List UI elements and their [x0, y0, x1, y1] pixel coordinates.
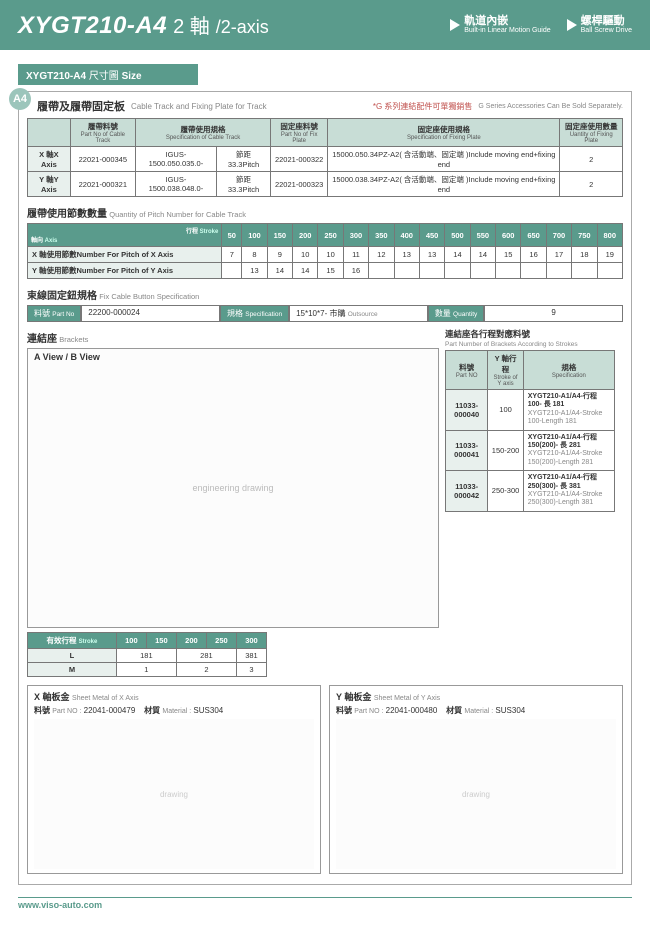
brackets-right: 連結座各行程對應料號 Part Number of Brackets Accor… — [445, 328, 623, 677]
sheet-metal-y: Y 軸板金 Sheet Metal of Y Axis 料號 Part NO :… — [329, 685, 623, 874]
brackets-table-title-zh: 連結座各行程對應料號 — [445, 328, 623, 340]
cable-track-table: 履帶料號Part No of Cable Track 履帶使用規格Specifi… — [27, 118, 623, 197]
feature-linear-guide: 軌道內嵌 Built-in Linear Motion Guide — [450, 15, 550, 35]
cell: 節距 33.3Pitch — [216, 147, 270, 172]
lbl-qty: 數量 Quantity — [428, 305, 484, 322]
cell: 11033-000040 — [446, 390, 488, 431]
cell: 22021-000345 — [70, 147, 135, 172]
cell: 節距 33.3Pitch — [216, 172, 270, 197]
cell: IGUS-1500.038.048.0- — [135, 172, 216, 197]
table-row: 11033-000042 250-300 XYGT210-A1/A4-行程 25… — [446, 471, 615, 512]
pitch-qty-table: 行程 Stroke軸向 Axis501001502002503003504004… — [27, 223, 623, 279]
cell: 15000.050.34PZ-A2( 含活動端、固定端 )Include mov… — [328, 147, 560, 172]
axis-count-en: /2-axis — [216, 17, 269, 38]
sheet-diagram-x: drawing — [34, 719, 314, 869]
feature-ball-screw: 螺桿驅動 Ball Screw Drive — [567, 15, 632, 35]
axis-cell: X 軸X Axis — [28, 147, 71, 172]
section-bar-size: XYGT210-A4 尺寸圖 Size — [18, 64, 198, 85]
cell: XYGT210-A1/A4-行程 150(200)- 長 281XYGT210-… — [523, 430, 614, 471]
cable-track-title-en: Cable Track and Fixing Plate for Track — [131, 102, 267, 111]
brackets-area: 連結座 Brackets A View / B View engineering… — [27, 328, 623, 677]
brackets-diagram: A View / B View engineering drawing — [27, 348, 439, 628]
feature-zh: 螺桿驅動 — [581, 15, 625, 27]
arrow-icon — [567, 19, 577, 31]
product-code: XYGT210-A4 — [18, 12, 167, 40]
content-frame: A4 履帶及履帶固定板 Cable Track and Fixing Plate… — [18, 91, 632, 885]
section-zh: 尺寸圖 — [89, 71, 119, 82]
cell: 150-200 — [488, 430, 523, 471]
col-stroke: Y 軸行程Stroke of Y axis — [488, 351, 523, 390]
sheet-title: Y 軸板金 Sheet Metal of Y Axis — [336, 690, 616, 703]
header-left: XYGT210-A4 2 軸 /2-axis — [18, 10, 269, 40]
col-partno: 履帶料號Part No of Cable Track — [70, 119, 135, 147]
brackets-heading: 連結座 Brackets — [27, 330, 439, 345]
feature-en: Ball Screw Drive — [581, 27, 632, 35]
note-zh: *G 系列連結配件可單獨銷售 — [373, 101, 473, 112]
col-spec: 規格Specification — [523, 351, 614, 390]
fix-cable-heading: 束線固定鈕規格 Fix Cable Button Specification — [27, 287, 623, 302]
sheet-meta: 料號 Part NO : 22041-000480 材質 Material : … — [336, 705, 616, 716]
sheet-metal-row: X 軸板金 Sheet Metal of X Axis 料號 Part NO :… — [27, 685, 623, 874]
lbl-partno: 料號 Part No — [27, 305, 81, 322]
val-spec: 15*10*7- 市購 Outsource — [289, 305, 428, 322]
feature-text: 軌道內嵌 Built-in Linear Motion Guide — [464, 15, 550, 35]
col-fix-spec: 固定座使用規格Specification of Fixing Plate — [328, 119, 560, 147]
cell: 2 — [560, 147, 623, 172]
sheet-metal-x: X 軸板金 Sheet Metal of X Axis 料號 Part NO :… — [27, 685, 321, 874]
cell: 100 — [488, 390, 523, 431]
col-spec: 履帶使用規格Specification of Cable Track — [135, 119, 270, 147]
section-en: Size — [122, 71, 142, 82]
col-fix-partno: 固定座料號Part No of Fix Plate — [271, 119, 328, 147]
cell: IGUS-1500.050.035.0- — [135, 147, 216, 172]
diagram-label: A View / B View — [34, 352, 100, 362]
col-blank — [28, 119, 71, 147]
cell: XYGT210-A1/A4-行程 250(300)- 長 381XYGT210-… — [523, 471, 614, 512]
header-bar: XYGT210-A4 2 軸 /2-axis 軌道內嵌 Built-in Lin… — [0, 0, 650, 50]
page: XYGT210-A4 2 軸 /2-axis 軌道內嵌 Built-in Lin… — [0, 0, 650, 940]
cell: 22021-000322 — [271, 147, 328, 172]
footer-line — [18, 897, 632, 898]
cable-track-title-zh: 履帶及履帶固定板 — [37, 98, 125, 114]
col-part: 料號Part NO — [446, 351, 488, 390]
sheet-diagram-y: drawing — [336, 719, 616, 869]
feature-zh: 軌道內嵌 — [464, 15, 508, 27]
cable-track-title-row: A4 履帶及履帶固定板 Cable Track and Fixing Plate… — [9, 98, 623, 114]
brackets-table-title-en: Part Number of Brackets According to Str… — [445, 341, 623, 348]
axis-cell: Y 軸Y Axis — [28, 172, 71, 197]
feature-text: 螺桿驅動 Ball Screw Drive — [581, 15, 632, 35]
table-row: 11033-000041 150-200 XYGT210-A1/A4-行程 15… — [446, 430, 615, 471]
cell: 11033-000041 — [446, 430, 488, 471]
pitch-qty-heading: 履帶使用節數數量 Quantity of Pitch Number for Ca… — [27, 205, 623, 220]
col-qty: 固定座使用數量Uantity of Fixing Plate — [560, 119, 623, 147]
cell: 2 — [560, 172, 623, 197]
footer-url: www.viso-auto.com — [18, 900, 102, 910]
cell: 15000.038.34PZ-A2( 含活動端、固定端 )Include mov… — [328, 172, 560, 197]
cell: 11033-000042 — [446, 471, 488, 512]
axis-count-zh: 2 軸 — [173, 10, 210, 39]
stroke-table: 有效行程 Stroke100150200250300L181281381M123 — [27, 632, 267, 677]
sheet-meta: 料號 Part NO : 22041-000479 材質 Material : … — [34, 705, 314, 716]
brackets-left: 連結座 Brackets A View / B View engineering… — [27, 328, 439, 677]
val-partno: 22200-000024 — [81, 305, 220, 322]
section-code: XYGT210-A4 — [26, 71, 86, 82]
table-row: Y 軸Y Axis 22021-000321 IGUS-1500.038.048… — [28, 172, 623, 197]
footer: www.viso-auto.com — [0, 885, 650, 940]
cell: XYGT210-A1/A4-行程 100- 長 181XYGT210-A1/A4… — [523, 390, 614, 431]
fix-cable-bar: 料號 Part No 22200-000024 規格 Specification… — [27, 305, 623, 322]
table-row: X 軸X Axis 22021-000345 IGUS-1500.050.035… — [28, 147, 623, 172]
note-en: G Series Accessories Can Be Sold Separat… — [478, 103, 623, 110]
table-row: 11033-000040 100 XYGT210-A1/A4-行程 100- 長… — [446, 390, 615, 431]
arrow-icon — [450, 19, 460, 31]
cell: 22021-000321 — [70, 172, 135, 197]
brackets-table: 料號Part NO Y 軸行程Stroke of Y axis 規格Specif… — [445, 350, 615, 512]
val-qty: 9 — [484, 305, 623, 322]
cell: 22021-000323 — [271, 172, 328, 197]
sheet-title: X 軸板金 Sheet Metal of X Axis — [34, 690, 314, 703]
variant-badge: A4 — [9, 88, 31, 110]
cell: 250-300 — [488, 471, 523, 512]
feature-en: Built-in Linear Motion Guide — [464, 27, 550, 35]
header-features: 軌道內嵌 Built-in Linear Motion Guide 螺桿驅動 B… — [450, 15, 632, 35]
lbl-spec: 規格 Specification — [220, 305, 289, 322]
